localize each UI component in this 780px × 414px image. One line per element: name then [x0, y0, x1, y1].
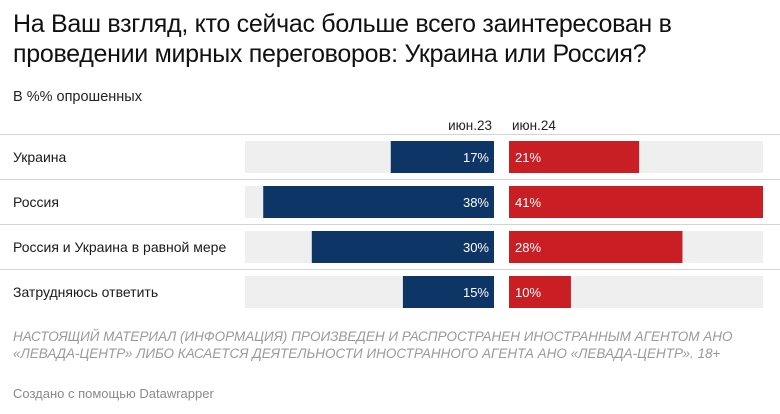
category-label: Украина [13, 149, 67, 165]
bar-2023 [311, 231, 494, 263]
bar-2024 [509, 276, 571, 308]
value-label-2023: 17% [463, 150, 489, 165]
series-header-2023: июн.23 [448, 118, 492, 133]
value-label-2023: 30% [463, 240, 489, 255]
value-label-2023: 38% [463, 195, 489, 210]
value-label-2024: 21% [515, 150, 541, 165]
bar-2024 [509, 231, 683, 263]
series-header-2024: июн.24 [512, 118, 556, 133]
value-label-2024: 28% [515, 240, 541, 255]
bar-2023 [263, 186, 494, 218]
datawrapper-credit: Создано с помощью Datawrapper [13, 386, 214, 401]
split-bar-chart: июн.23 июн.24 Украина 17% 21% Россия 38% 41% Рос… [0, 118, 780, 308]
value-label-2023: 15% [463, 285, 489, 300]
chart-title: На Ваш взгляд, кто сейчас больше всего з… [13, 10, 672, 68]
bar-2023 [390, 141, 494, 173]
value-label-2024: 10% [515, 285, 541, 300]
bar-2024 [509, 141, 640, 173]
foreign-agent-disclaimer: НАСТОЯЩИЙ МАТЕРИАЛ (ИНФОРМАЦИЯ) ПРОИЗВЕД… [13, 329, 733, 361]
category-label: Россия и Украина в равной мере [13, 239, 226, 255]
category-label: Россия [13, 194, 59, 210]
bar-2024 [509, 186, 763, 218]
value-label-2024: 41% [515, 195, 541, 210]
category-label: Затрудняюсь ответить [13, 284, 158, 300]
chart-subtitle: В %% опрошенных [13, 89, 142, 105]
bar-2023 [402, 276, 494, 308]
